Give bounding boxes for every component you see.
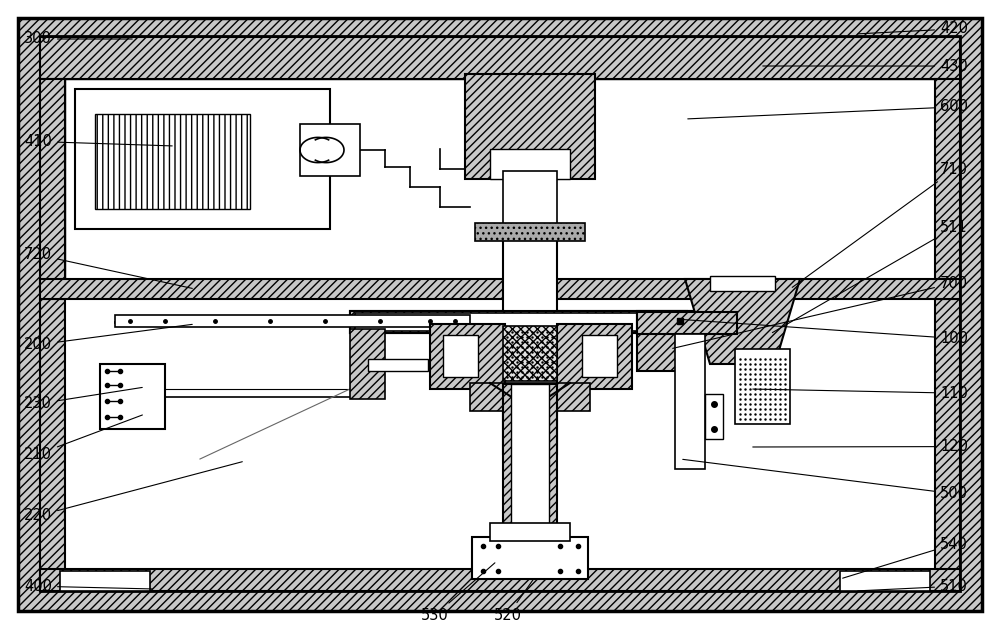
- Text: 500: 500: [683, 459, 968, 501]
- Bar: [705, 394, 723, 439]
- Bar: [735, 349, 790, 424]
- Bar: [430, 324, 505, 389]
- Bar: [503, 171, 557, 231]
- Bar: [503, 239, 557, 454]
- Bar: [443, 335, 478, 377]
- Text: 430: 430: [763, 58, 968, 74]
- Bar: [470, 383, 590, 411]
- Bar: [368, 359, 428, 371]
- Bar: [475, 223, 585, 241]
- Bar: [557, 324, 632, 389]
- Text: 710: 710: [792, 162, 968, 287]
- Bar: [710, 276, 775, 291]
- Text: 220: 220: [24, 462, 242, 523]
- Bar: [300, 124, 360, 176]
- Text: 110: 110: [753, 386, 968, 401]
- Bar: [840, 571, 930, 591]
- Text: 100: 100: [678, 319, 968, 346]
- Text: 200: 200: [24, 325, 192, 352]
- Text: 120: 120: [753, 439, 968, 454]
- Bar: [490, 149, 570, 179]
- Bar: [115, 315, 470, 327]
- Bar: [40, 279, 960, 299]
- Text: 530: 530: [421, 563, 495, 623]
- Text: 230: 230: [24, 387, 142, 411]
- Text: 510: 510: [858, 579, 968, 594]
- Text: 410: 410: [24, 134, 172, 149]
- Bar: [511, 384, 549, 539]
- Bar: [40, 37, 960, 79]
- Bar: [95, 114, 250, 209]
- Bar: [40, 569, 960, 591]
- Bar: [503, 326, 557, 381]
- Bar: [465, 74, 595, 179]
- Bar: [503, 384, 557, 549]
- Bar: [350, 329, 385, 399]
- Text: 540: 540: [843, 537, 968, 578]
- Bar: [355, 313, 765, 331]
- Bar: [100, 364, 165, 429]
- Text: 511: 511: [772, 220, 968, 333]
- Bar: [935, 299, 960, 591]
- Text: 300: 300: [24, 31, 132, 47]
- Bar: [582, 335, 617, 377]
- Bar: [40, 79, 65, 284]
- Text: 400: 400: [24, 579, 152, 594]
- Text: 600: 600: [688, 99, 968, 119]
- Bar: [675, 334, 705, 469]
- Bar: [935, 79, 960, 284]
- Bar: [75, 89, 330, 229]
- Bar: [637, 311, 687, 371]
- Text: 520: 520: [494, 579, 533, 623]
- Bar: [472, 537, 588, 579]
- Bar: [350, 311, 770, 333]
- Text: 720: 720: [24, 247, 192, 289]
- Bar: [637, 312, 737, 334]
- Text: 210: 210: [24, 415, 142, 462]
- Bar: [490, 523, 570, 541]
- Text: 700: 700: [673, 276, 968, 348]
- Polygon shape: [685, 279, 800, 364]
- Bar: [60, 571, 150, 591]
- Bar: [350, 311, 770, 333]
- Text: 420: 420: [858, 21, 968, 36]
- Bar: [65, 79, 935, 284]
- Bar: [40, 299, 65, 591]
- Bar: [40, 36, 960, 591]
